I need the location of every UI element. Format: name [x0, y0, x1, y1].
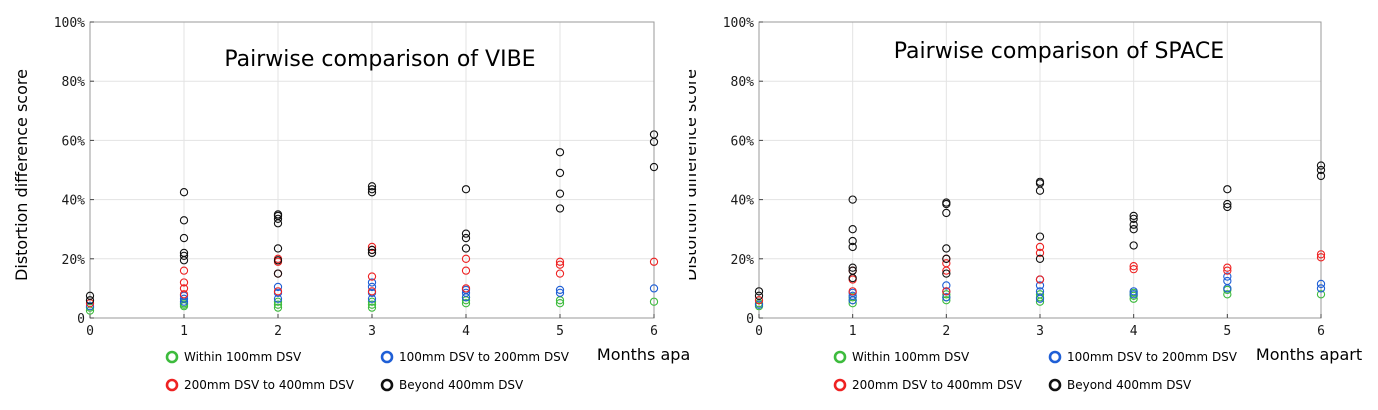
y-axis-label: Distortion difference score [689, 69, 700, 281]
legend-label: Within 100mm DSV [184, 350, 302, 364]
y-tick-label: 80% [62, 75, 86, 90]
x-tick-label: 0 [86, 324, 94, 339]
legend-marker [1050, 352, 1060, 362]
legend-label: 100mm DSV to 200mm DSV [399, 350, 570, 364]
y-tick-label: 0 [77, 312, 85, 327]
scatter-chart-space: 0 1 2 3 4 5 6 0 20% 40% 60% 80% 100% Distortion diffe… [689, 0, 1378, 410]
x-tick-label: 1 [180, 324, 188, 339]
x-tick-label: 2 [942, 324, 950, 339]
chart-panel-vibe: 0 1 2 3 4 5 6 0 20% 40% 60% 80% 100% Distortion diffe… [0, 0, 689, 410]
x-axis-label: Months apart [597, 345, 689, 364]
legend-marker [835, 380, 845, 390]
y-tick-label: 0 [746, 312, 754, 327]
x-tick-label: 6 [1317, 324, 1325, 339]
y-tick-label: 20% [62, 253, 86, 268]
chart-title: Pairwise comparison of SPACE [894, 39, 1224, 64]
legend-marker [167, 352, 177, 362]
legend-marker [1050, 380, 1060, 390]
x-tick-label: 5 [1223, 324, 1231, 339]
scatter-chart-vibe: 0 1 2 3 4 5 6 0 20% 40% 60% 80% 100% Distortion diffe… [0, 0, 689, 410]
legend-label: Beyond 400mm DSV [1067, 378, 1192, 392]
legend-marker [382, 380, 392, 390]
x-axis-label: Months apart [1256, 345, 1362, 364]
legend-label: 200mm DSV to 400mm DSV [852, 378, 1023, 392]
legend-label: Within 100mm DSV [852, 350, 970, 364]
x-tick-label: 3 [368, 324, 376, 339]
y-tick-label: 80% [731, 75, 755, 90]
y-tick-label: 20% [731, 253, 755, 268]
y-tick-label: 100% [54, 16, 85, 31]
x-tick-label: 0 [755, 324, 763, 339]
x-tick-label: 5 [556, 324, 564, 339]
legend-marker [167, 380, 177, 390]
y-tick-label: 40% [62, 194, 86, 209]
x-tick-label: 3 [1036, 324, 1044, 339]
x-tick-label: 4 [1130, 324, 1138, 339]
x-tick-label: 6 [650, 324, 658, 339]
y-axis-label: Distortion difference score [12, 69, 31, 281]
y-tick-label: 60% [731, 134, 755, 149]
x-tick-label: 4 [462, 324, 470, 339]
chart-panel-space: 0 1 2 3 4 5 6 0 20% 40% 60% 80% 100% Distortion diffe… [689, 0, 1378, 410]
y-tick-label: 60% [62, 134, 86, 149]
chart-title: Pairwise comparison of VIBE [224, 47, 535, 72]
legend-marker [382, 352, 392, 362]
y-tick-label: 40% [731, 194, 755, 209]
x-tick-label: 2 [274, 324, 282, 339]
y-tick-label: 100% [723, 16, 754, 31]
x-tick-label: 1 [849, 324, 857, 339]
legend-label: Beyond 400mm DSV [399, 378, 524, 392]
legend-marker [835, 352, 845, 362]
legend-label: 200mm DSV to 400mm DSV [184, 378, 355, 392]
legend-label: 100mm DSV to 200mm DSV [1067, 350, 1238, 364]
